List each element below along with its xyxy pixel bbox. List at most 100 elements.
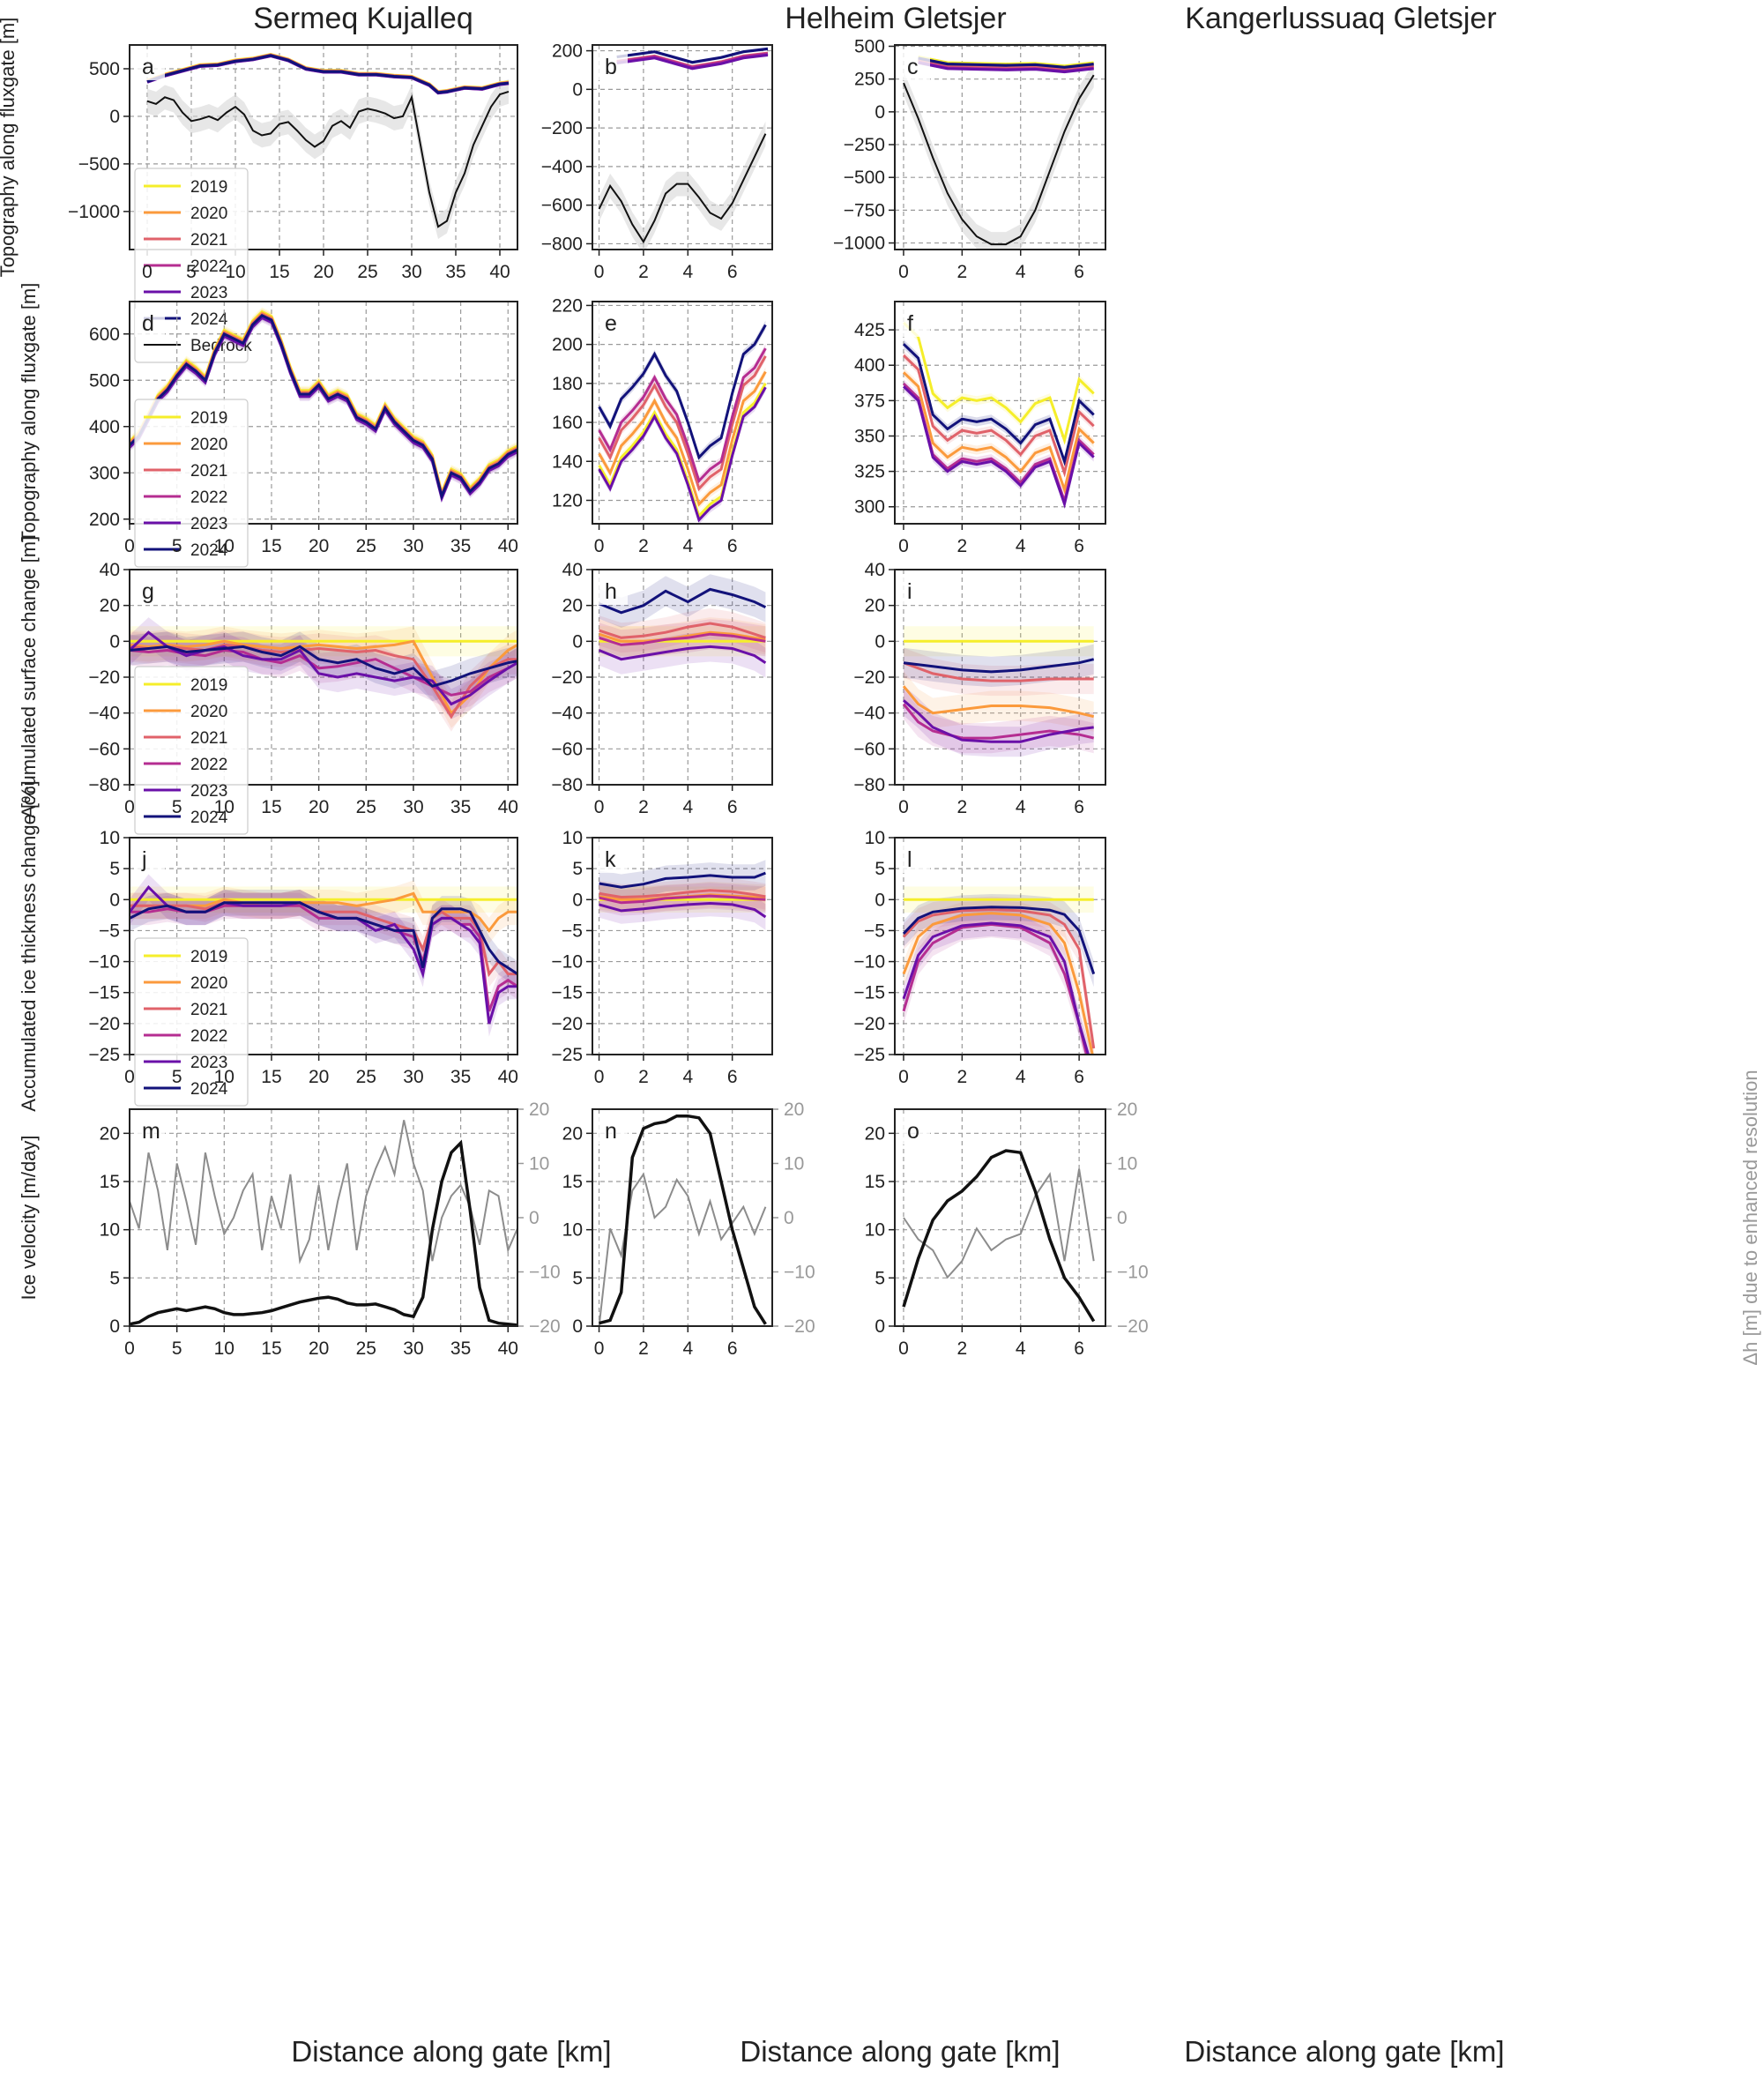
panel-e	[586, 301, 773, 530]
tick-label-y-g: 40	[100, 560, 120, 580]
tick-label-y-g: −80	[88, 775, 120, 795]
tick-label-y-g: 20	[100, 596, 120, 616]
tick-label-y-c: −500	[844, 168, 885, 188]
series-line-2023-k	[599, 901, 767, 919]
legend-label-2021-j: 2021	[190, 1001, 227, 1019]
panel-letter-f: f	[907, 311, 913, 336]
tick-label-x-j: 15	[261, 1067, 281, 1087]
tick-label-y-f: 350	[854, 426, 885, 446]
topo-line-2024-d	[130, 313, 517, 501]
panel-frame-o	[894, 1108, 1106, 1327]
tick-label-y-d: 400	[89, 417, 120, 437]
tick-label-y-b: −400	[541, 157, 583, 177]
tick-label-y-e: 200	[552, 335, 583, 355]
legend-label-2019-a: 2019	[190, 178, 227, 197]
series-line-2021-h	[599, 622, 766, 639]
dh-line-o	[903, 1168, 1095, 1279]
tick-label-y-m: 5	[109, 1268, 120, 1288]
panel-letter-bg-d	[135, 309, 165, 337]
panel-frame-j	[129, 837, 518, 1055]
tick-label-x-m: 35	[450, 1338, 471, 1359]
tick-label-x-f: 0	[898, 536, 909, 556]
tick-label-x-n: 4	[682, 1338, 693, 1359]
tick-label-y2-n: 10	[784, 1154, 804, 1174]
tick-label-x-j: 20	[309, 1067, 329, 1087]
tick-label-y-i: 20	[865, 596, 885, 616]
tick-label-y-k: −5	[562, 921, 583, 941]
tick-label-y-e: 120	[552, 490, 583, 511]
topo-line-2020-f	[902, 371, 1095, 495]
panel-plot-a	[146, 52, 510, 239]
velocity-line-o	[902, 1149, 1096, 1323]
tick-label-x-a: 0	[142, 262, 153, 282]
tick-label-x-j: 40	[498, 1067, 518, 1087]
series-line-2022-i	[902, 703, 1095, 740]
topo-line-2022-e	[598, 347, 767, 484]
tick-label-y-n: 5	[572, 1268, 583, 1288]
tick-label-x-e: 4	[682, 536, 693, 556]
tick-label-x-l: 4	[1016, 1067, 1026, 1087]
row-ylabel-0: Topography along fluxgate [m]	[0, 18, 19, 278]
panel-plot-b	[598, 47, 769, 250]
series-line-2020-j	[130, 891, 517, 933]
tick-label-x-c: 2	[957, 262, 968, 282]
tick-label-x-c: 4	[1016, 262, 1026, 282]
legend-label-2022-d: 2022	[190, 488, 227, 507]
row-ylabel-3: Accumulated ice thickness change [%]	[18, 780, 40, 1111]
tick-label-y-j: 5	[109, 859, 120, 879]
panel-letter-bg-g	[135, 577, 165, 605]
series-line-2024-h	[599, 587, 767, 615]
tick-label-y-c: 500	[854, 36, 885, 56]
tick-label-y-f: 425	[854, 320, 885, 340]
tick-label-y-o: 5	[875, 1268, 885, 1288]
tick-label-y-h: −60	[551, 739, 583, 759]
panel-frame-m	[129, 1108, 518, 1327]
panel-letter-b: b	[605, 55, 617, 79]
tick-label-x-d: 35	[450, 536, 471, 556]
tick-label-x-d: 0	[124, 536, 135, 556]
legend-label-2021-g: 2021	[190, 729, 227, 748]
panel-letter-bg-i	[900, 577, 930, 605]
tick-label-y-i: 40	[865, 560, 885, 580]
legend-label-2023-g: 2023	[190, 782, 227, 801]
tick-label-x-o: 2	[957, 1338, 968, 1359]
tick-label-x-d: 25	[356, 536, 376, 556]
panel-plot-m	[130, 1120, 517, 1326]
panel-c	[889, 44, 1106, 256]
series-line-2024-j	[130, 901, 517, 975]
tick-label-x-o: 6	[1074, 1338, 1084, 1359]
tick-label-y-h: −20	[551, 667, 583, 688]
tick-label-x-m: 15	[261, 1338, 281, 1359]
tick-label-x-k: 2	[638, 1067, 649, 1087]
tick-label-y-j: −10	[88, 952, 120, 973]
tick-label-y2-n: −10	[784, 1263, 815, 1283]
tick-label-x-a: 30	[401, 262, 421, 282]
tick-label-x-i: 4	[1016, 797, 1026, 817]
panel-frame-k	[592, 837, 773, 1055]
tick-label-x-j: 0	[124, 1067, 135, 1087]
panel-plot-e	[598, 320, 767, 524]
tick-label-x-j: 5	[172, 1067, 182, 1087]
legend-box-j	[134, 937, 249, 1107]
surface-line-2023-c	[918, 61, 1094, 74]
surface-line-2024-a	[146, 54, 510, 94]
legend-label-2023-j: 2023	[190, 1054, 227, 1072]
uncertainty-band-2022-l	[904, 911, 1090, 1055]
tick-label-y-a: −1000	[68, 202, 120, 222]
bedrock-uncertainty-c	[904, 63, 1094, 250]
row-ylabel-4: Ice velocity [m/day]	[18, 1135, 40, 1300]
series-line-2022-k	[599, 894, 766, 905]
panel-letter-bg-a	[135, 52, 165, 80]
tick-label-y-b: 0	[572, 79, 583, 100]
tick-label-x-b: 0	[594, 262, 605, 282]
tick-label-y-b: 200	[552, 41, 583, 62]
uncertainty-band-2023-i	[904, 685, 1094, 757]
uncertainty-band-2020-i	[904, 671, 1094, 732]
tick-label-y-n: 20	[562, 1123, 583, 1144]
uncertainty-band-2024-h	[599, 574, 766, 628]
series-line-2023-i	[903, 699, 1094, 743]
tick-label-x-e: 6	[727, 536, 738, 556]
tick-label-x-l: 2	[957, 1067, 968, 1087]
panel-g	[123, 569, 518, 835]
panel-letter-bg-o	[900, 1116, 930, 1144]
